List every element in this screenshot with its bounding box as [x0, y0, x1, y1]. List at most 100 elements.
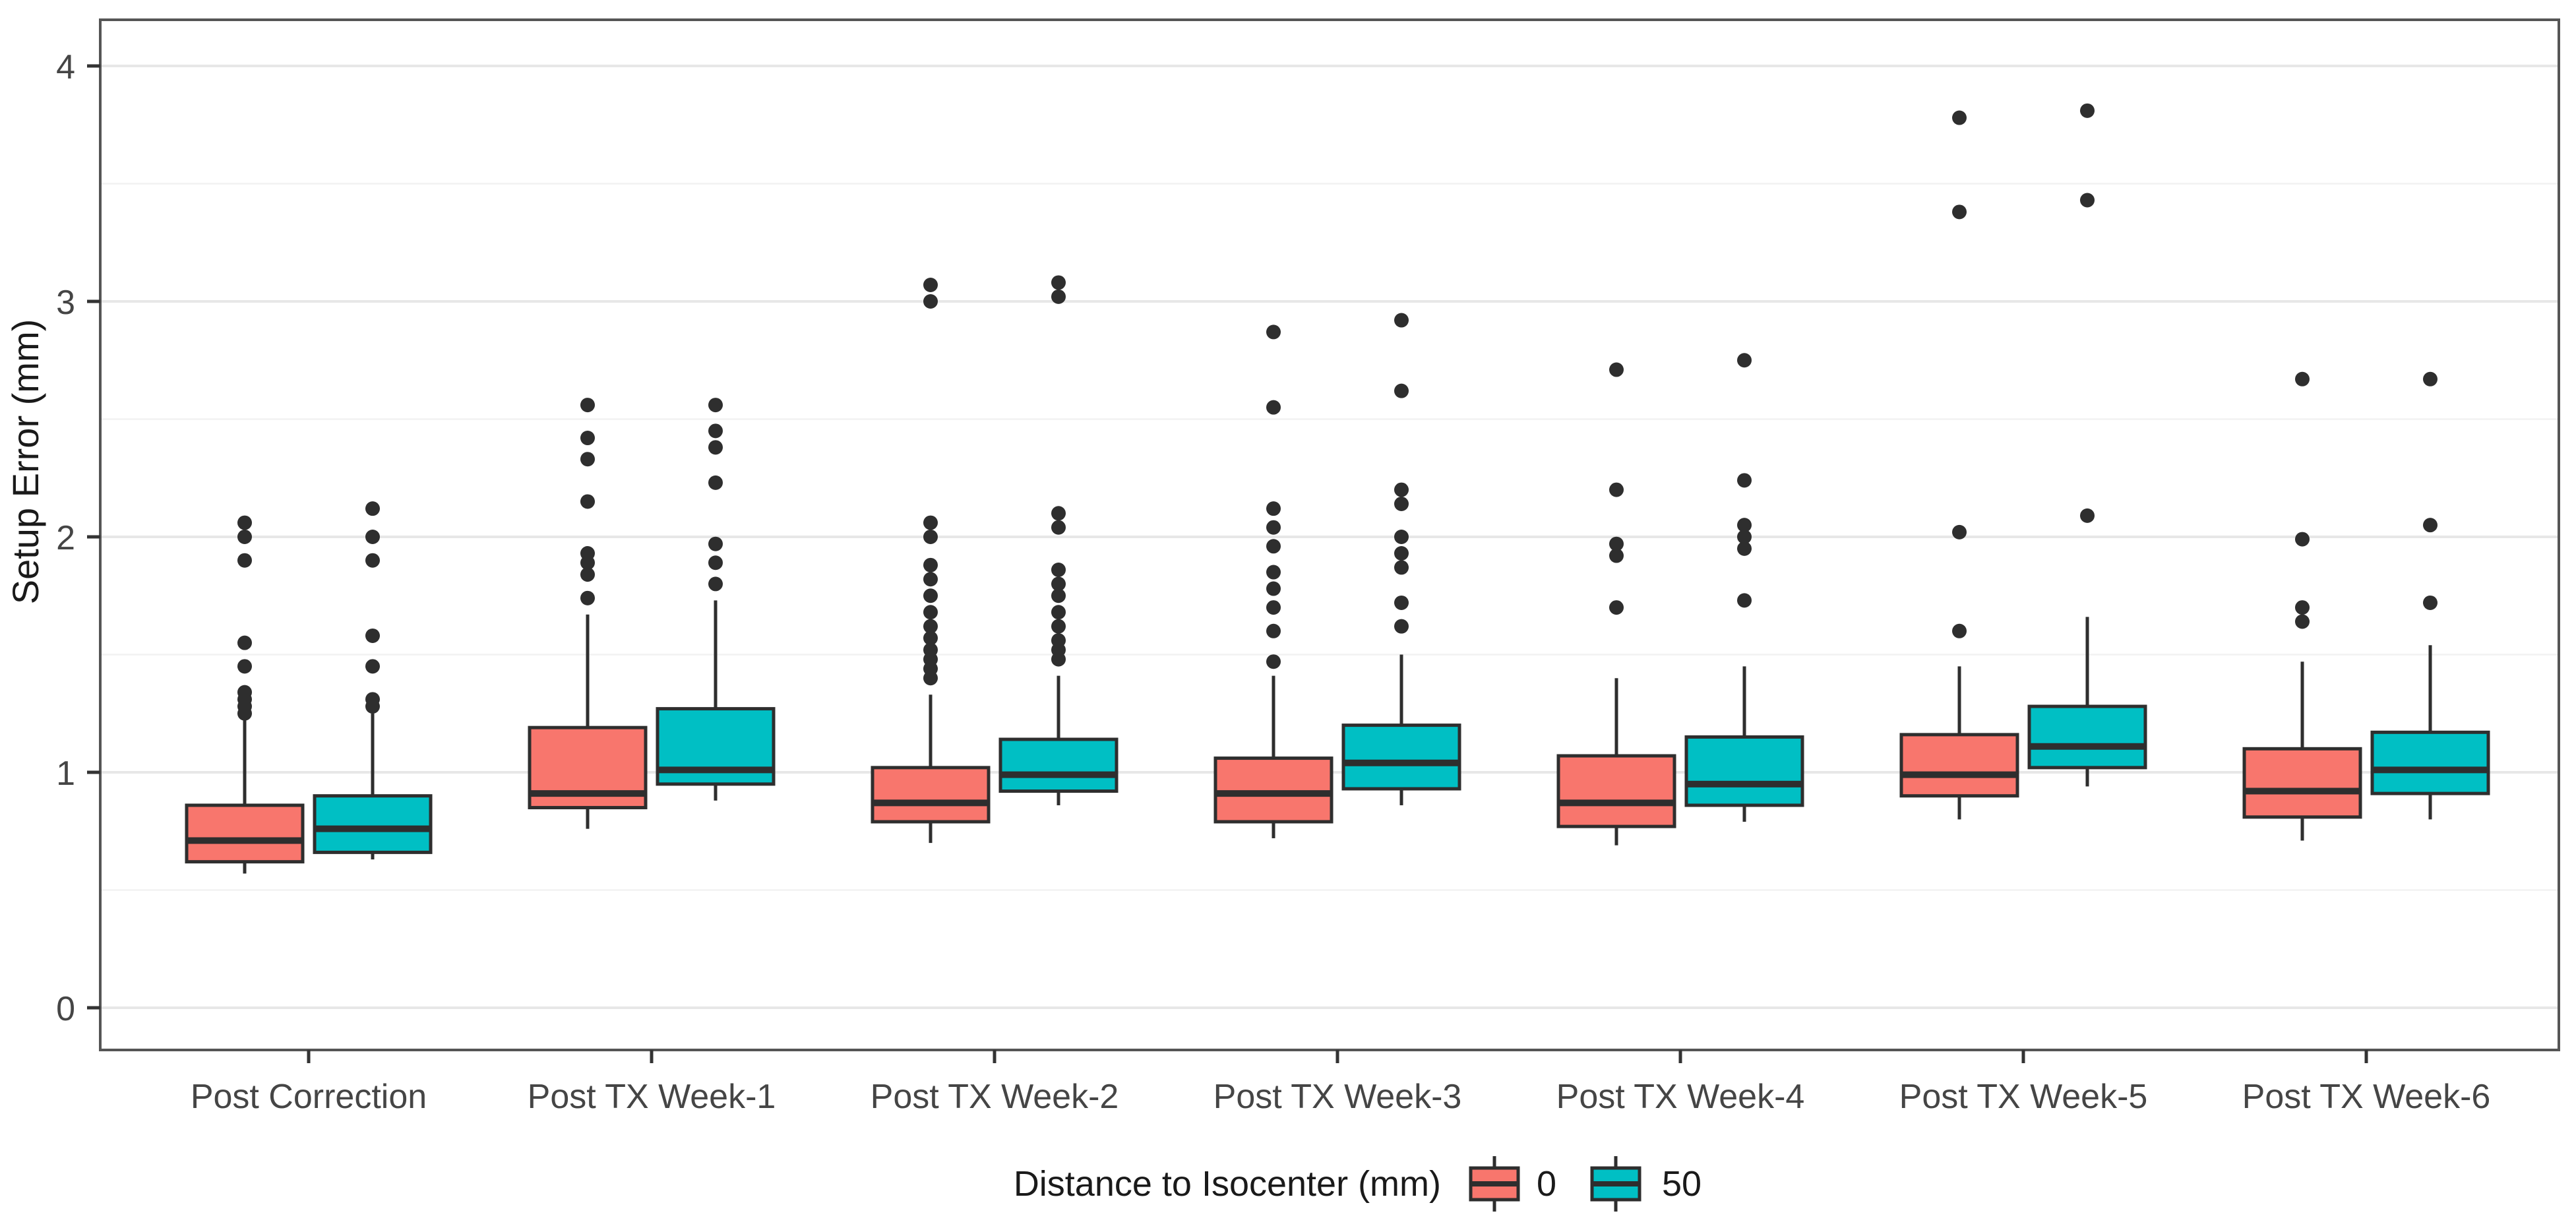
outlier-point — [365, 692, 380, 707]
legend-key-0 — [1469, 1156, 1520, 1212]
iqr-box — [1341, 724, 1461, 791]
outlier-point — [708, 398, 723, 413]
x-tick-labels: Post Correction Post TX Week-1 Post TX Wee… — [191, 1078, 2491, 1116]
boxplot-0-3 — [871, 278, 991, 844]
outlier-point — [1051, 633, 1066, 648]
legend: Distance to Isocenter (mm) 0 50 — [1014, 1156, 1702, 1212]
outlier-point — [708, 576, 723, 592]
outlier-point — [1051, 588, 1066, 603]
boxplot-50-1 — [313, 501, 433, 860]
outlier-point — [237, 530, 252, 544]
x-tick-label: Post TX Week-4 — [1556, 1078, 1805, 1116]
outlier-point — [923, 294, 938, 309]
outlier-point — [708, 440, 723, 455]
outlier-point — [365, 553, 380, 568]
iqr-box — [185, 803, 305, 864]
gridlines — [100, 65, 2559, 1009]
iqr-box — [871, 766, 991, 824]
outlier-point — [1952, 204, 1967, 220]
outlier-point — [237, 635, 252, 650]
y-tick-label: 4 — [56, 48, 75, 86]
boxplot-0-4 — [1213, 324, 1334, 838]
y-axis-title: Setup Error (mm) — [5, 319, 46, 605]
outlier-point — [923, 631, 938, 646]
outlier-point — [1394, 383, 1409, 398]
axes — [99, 18, 2560, 1051]
outlier-point — [1394, 482, 1409, 497]
outlier-point — [2295, 371, 2310, 386]
legend-title: Distance to Isocenter (mm) — [1014, 1164, 1441, 1204]
tick-marks — [87, 64, 2368, 1063]
legend-label-0: 0 — [1537, 1164, 1556, 1204]
outlier-point — [1266, 600, 1281, 615]
outlier-point — [1609, 548, 1624, 563]
iqr-box — [998, 737, 1119, 793]
x-tick-label: Post TX Week-6 — [2242, 1078, 2491, 1116]
y-tick-label: 1 — [56, 755, 75, 793]
outlier-point — [1266, 565, 1281, 580]
outlier-point — [1609, 600, 1624, 615]
outlier-point — [923, 515, 938, 530]
outlier-point — [1266, 623, 1281, 638]
outlier-point — [2423, 371, 2438, 386]
outlier-point — [1952, 110, 1967, 125]
outlier-point — [1737, 353, 1752, 368]
outlier-point — [2423, 595, 2438, 610]
outlier-point — [2295, 532, 2310, 547]
outlier-point — [365, 501, 380, 516]
outlier-point — [923, 530, 938, 544]
outlier-point — [923, 605, 938, 620]
legend-key-50 — [1590, 1156, 1641, 1212]
x-tick-label: Post TX Week-3 — [1213, 1078, 1462, 1116]
legend-label-50: 50 — [1662, 1164, 1702, 1204]
outlier-point — [237, 515, 252, 530]
outlier-point — [1394, 545, 1409, 561]
outlier-point — [580, 567, 595, 582]
outlier-point — [1609, 482, 1624, 497]
panel-border — [99, 18, 2560, 1051]
x-tick-label: Post Correction — [191, 1078, 427, 1116]
outlier-point — [1266, 654, 1281, 669]
outlier-point — [923, 557, 938, 572]
legend-keys: 0 50 — [1469, 1156, 1702, 1212]
outlier-point — [1266, 539, 1281, 554]
boxplot-50-7 — [2370, 371, 2490, 820]
outlier-point — [580, 590, 595, 605]
outlier-point — [708, 423, 723, 439]
outlier-point — [2080, 193, 2095, 208]
outlier-point — [580, 398, 595, 413]
outlier-point — [365, 628, 380, 643]
outlier-point — [1051, 576, 1066, 592]
y-tick-label: 0 — [56, 990, 75, 1028]
x-tick-label: Post TX Week-1 — [528, 1078, 776, 1116]
iqr-box — [2370, 730, 2490, 795]
outlier-point — [2423, 518, 2438, 533]
boxplot-50-4 — [1341, 313, 1461, 805]
outlier-point — [1051, 605, 1066, 620]
outlier-point — [1737, 518, 1752, 533]
iqr-box — [2242, 747, 2362, 819]
outlier-point — [580, 545, 595, 561]
boxplot-0-5 — [1556, 362, 1676, 846]
iqr-box — [1213, 756, 1334, 824]
outlier-point — [1051, 562, 1066, 577]
outlier-point — [923, 572, 938, 587]
outlier-point — [1952, 623, 1967, 638]
outlier-point — [923, 642, 938, 658]
boxplot-0-6 — [1899, 110, 2019, 820]
y-tick-label: 3 — [56, 284, 75, 322]
iqr-box — [2027, 704, 2147, 770]
boxplot-50-5 — [1684, 353, 1804, 822]
outlier-point — [580, 452, 595, 467]
outlier-point — [708, 536, 723, 551]
outlier-point — [708, 475, 723, 490]
outlier-point — [923, 619, 938, 634]
outlier-point — [1051, 275, 1066, 290]
outlier-point — [1394, 497, 1409, 512]
boxplot-0-2 — [528, 398, 648, 829]
y-tick-label: 2 — [56, 519, 75, 557]
outlier-point — [1394, 530, 1409, 544]
outlier-point — [708, 555, 723, 570]
